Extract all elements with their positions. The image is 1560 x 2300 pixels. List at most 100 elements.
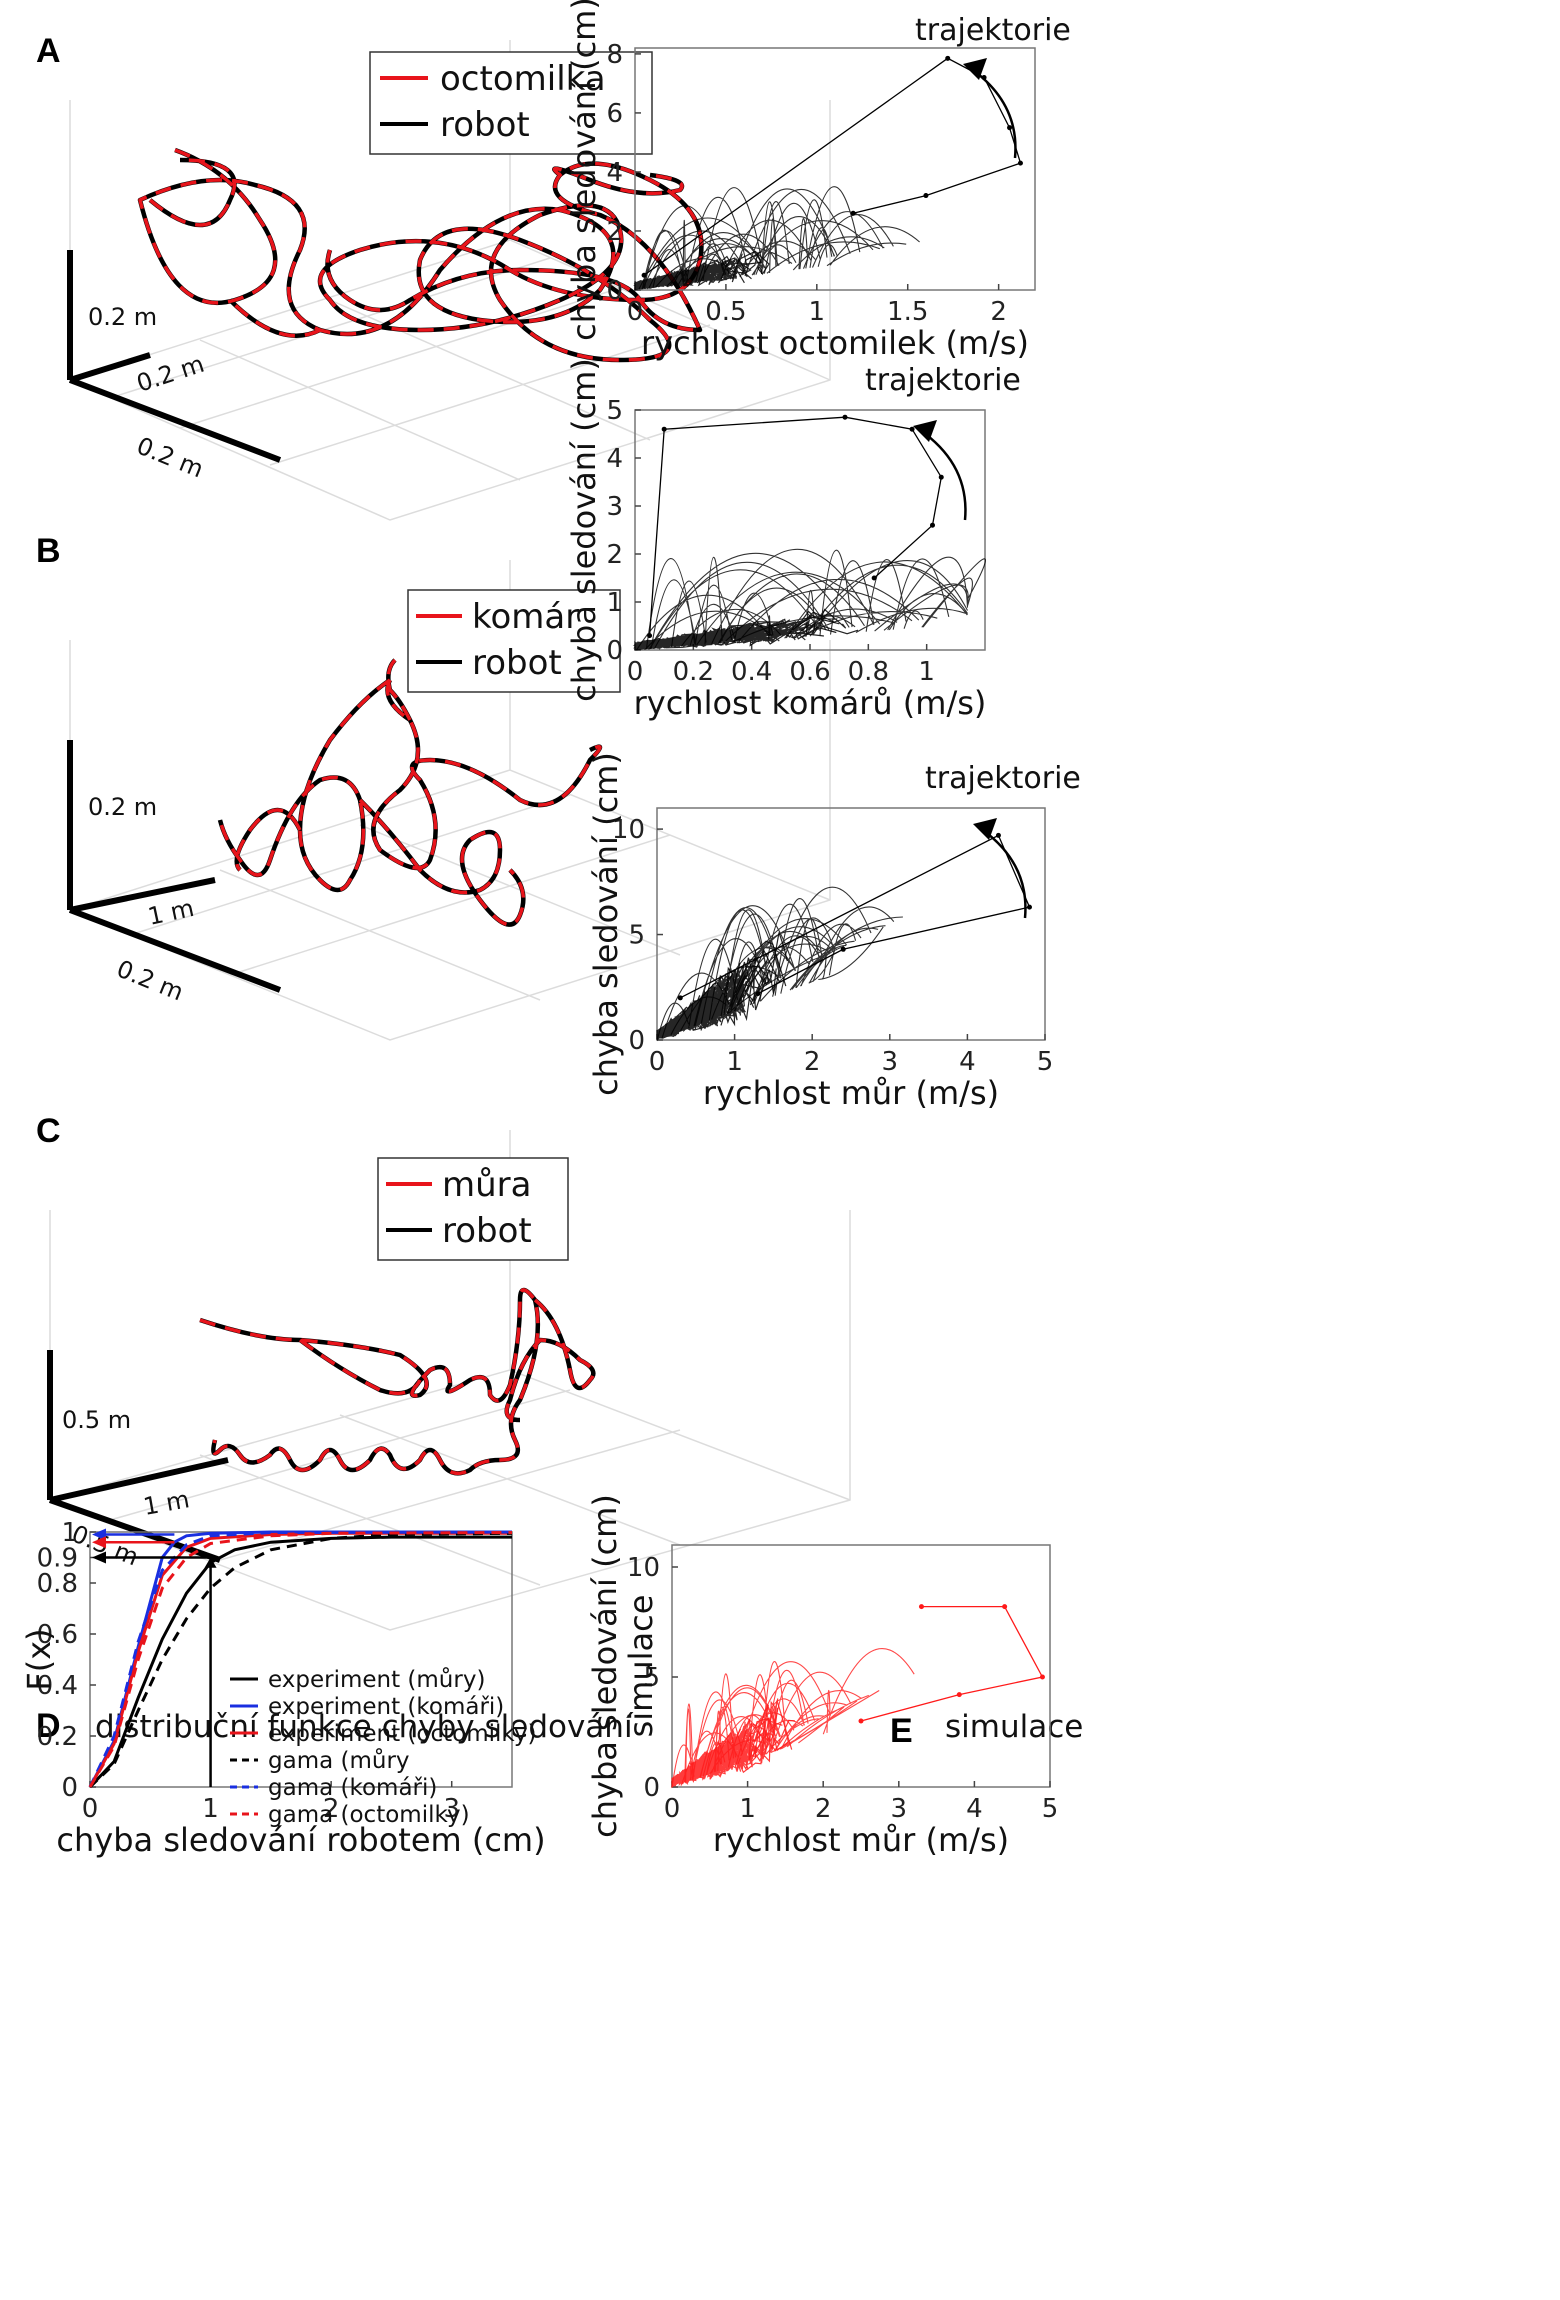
scatter-loops — [656, 886, 903, 1040]
x-axis-label: chyba sledování robotem (cm) — [56, 1821, 545, 1859]
x-tick-label: 2 — [323, 1794, 340, 1824]
data-point — [871, 575, 877, 581]
legend-label: experiment (můry) — [268, 1666, 485, 1693]
panel-d-title: distribuční funkce chyby sledování — [95, 1709, 634, 1745]
x-tick-label: 0.8 — [848, 657, 889, 687]
panel-d-label: D — [36, 1707, 61, 1745]
y-tick-label: 0 — [606, 636, 623, 666]
outlier-trajectory — [860, 1605, 1044, 1722]
y-tick-label: 10 — [612, 815, 645, 845]
x-tick-label: 2 — [815, 1794, 832, 1824]
panel-c-legend-label-2: robot — [442, 1211, 532, 1251]
panel-c-trajectory — [199, 1287, 596, 1476]
data-point — [938, 474, 944, 480]
x-tick-label: 3 — [443, 1794, 460, 1824]
x-tick-label: 0.6 — [789, 657, 830, 687]
panel-b-legend-label-2: robot — [472, 643, 562, 683]
panel-c-scale-y: 1 m — [141, 1485, 191, 1521]
y-axis-label: chyba sledování (cm) — [565, 0, 603, 341]
panel-b-scale-y: 1 m — [145, 894, 196, 931]
panel-b-legend: komár robot — [407, 589, 621, 693]
panel-a-legend-label-2: robot — [440, 105, 530, 145]
trajectory-annotation: trajektorie — [915, 13, 1071, 48]
panel-c-legend-box — [377, 1157, 569, 1261]
x-tick-label: 1 — [726, 1047, 743, 1077]
data-point — [755, 991, 761, 997]
trajectory-arrowhead — [913, 420, 937, 442]
y-tick-label: 10 — [627, 1553, 660, 1583]
reference-vline-arrowhead — [204, 1557, 217, 1568]
x-axis-label: rychlost octomilek (m/s) — [641, 324, 1029, 362]
x-axis-label: rychlost komárů (m/s) — [634, 684, 987, 722]
scatter-loops — [671, 1648, 915, 1788]
data-point — [641, 272, 647, 278]
data-point — [930, 522, 935, 528]
y-tick-label: 0.9 — [37, 1544, 78, 1574]
data-point — [956, 1692, 962, 1698]
legend-label: experiment (komáři) — [268, 1694, 504, 1720]
x-tick-label: 1 — [918, 657, 935, 687]
outlier-trajectory — [648, 416, 942, 636]
y-tick-label: 0.6 — [37, 1620, 78, 1650]
panel-a-fly-trajectory — [138, 148, 704, 362]
chart-e-simulation: 0 1 2 3 4 5 0 5 10 rychlost můr (m/s) chyba sledov… — [586, 1494, 1058, 1859]
x-tick-label: 0 — [664, 1794, 681, 1824]
reference-arrowhead — [92, 1528, 106, 1541]
x-tick-label: 0.5 — [705, 297, 746, 327]
x-tick-label: 4 — [966, 1794, 983, 1824]
series-line — [88, 1531, 513, 1788]
y-tick-label: 3 — [606, 492, 623, 522]
panel-b-legend-box — [407, 589, 621, 693]
legend-label: gama (můry — [268, 1747, 410, 1774]
y-tick-label: 0.2 — [37, 1722, 78, 1752]
panel-a-legend: octomilka robot — [369, 51, 653, 155]
x-tick-label: 1 — [739, 1794, 756, 1824]
data-point — [1007, 125, 1013, 131]
x-tick-label: 0 — [649, 1047, 666, 1077]
y-axis-label: chyba sledování (cm) — [565, 358, 603, 702]
trajectory-annotation: trajektorie — [865, 363, 1021, 398]
trajectory-arrow — [969, 66, 1017, 159]
legend-label: gama (octomilky) — [268, 1802, 470, 1828]
x-tick-label: 0 — [627, 297, 644, 327]
panel-c-label: C — [36, 1112, 61, 1150]
data-point — [1002, 1604, 1008, 1610]
scatter-loops — [636, 549, 986, 651]
x-tick-label: 1.5 — [887, 297, 928, 327]
data-point — [1026, 904, 1032, 910]
x-tick-label: 3 — [891, 1794, 908, 1824]
panel-b-legend-label-1: komár — [472, 597, 579, 637]
panel-b-trajectory — [217, 658, 603, 927]
x-axis-label: rychlost můr (m/s) — [713, 1821, 1009, 1859]
y-tick-label: 0 — [61, 1773, 78, 1803]
panel-e-title: simulace — [945, 1709, 1083, 1745]
scatter-loops — [638, 186, 920, 290]
y-tick-label: 5 — [643, 1663, 660, 1693]
x-tick-label: 0.2 — [673, 657, 714, 687]
panel-c-legend-label-1: můra — [442, 1165, 531, 1205]
panel-b-scale-x: 0.2 m — [113, 955, 188, 1007]
trajectory-arrowhead — [963, 58, 987, 80]
trajectory-arrowhead — [973, 818, 997, 840]
plot-frame — [671, 1544, 1051, 1788]
panel-a-scale-z: 0.2 m — [88, 303, 157, 331]
data-point — [677, 995, 683, 1001]
data-point — [909, 426, 915, 432]
y-tick-label: 4 — [606, 158, 623, 188]
panel-c-scale-bars — [47, 1350, 229, 1563]
chart-a-error-vs-speed: 0 0.5 1 1.5 2 0 2 4 6 8 rychlost octomilek (m/s) ch… — [565, 0, 1071, 362]
data-point — [945, 55, 951, 61]
panel-a-scale-bars — [67, 250, 282, 463]
x-tick-label: 4 — [959, 1047, 976, 1077]
y-tick-label: 6 — [606, 99, 623, 129]
y-tick-label: 0 — [606, 276, 623, 306]
y-axis-label-secondary: simulace — [622, 1595, 660, 1738]
plot-frame — [656, 807, 1046, 1041]
y-tick-label: 8 — [606, 40, 623, 70]
panel-a-scale-x: 0.2 m — [133, 432, 208, 484]
x-tick-label: 0 — [82, 1794, 99, 1824]
x-tick-label: 5 — [1037, 1047, 1054, 1077]
y-tick-label: 5 — [628, 921, 645, 951]
data-point — [858, 1718, 864, 1724]
